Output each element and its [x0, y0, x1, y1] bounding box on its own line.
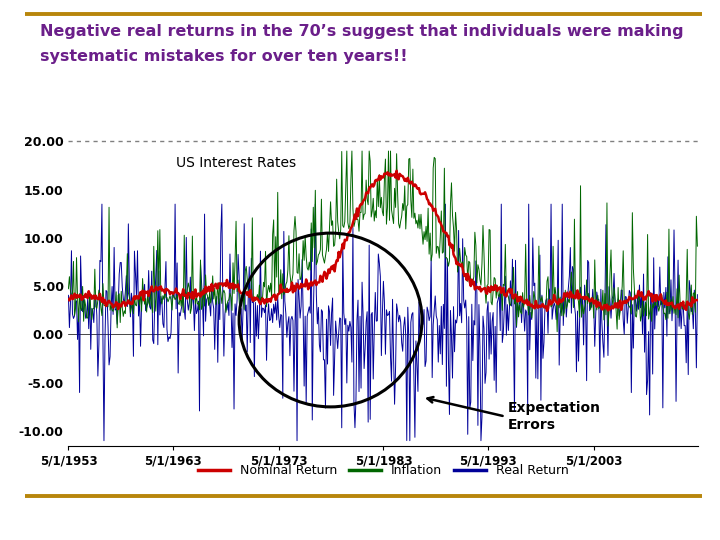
- Real Return: [595, 296, 603, 303]
- Inflation: [153, 227, 162, 234]
- Real Return: [99, 437, 108, 444]
- Inflation: [64, 286, 73, 292]
- Nominal Return: [64, 296, 73, 302]
- Real Return: [299, 309, 307, 315]
- Inflation: [518, 289, 527, 296]
- Inflation: [343, 148, 351, 154]
- Legend: Nominal Return, Inflation, Real Return: Nominal Return, Inflation, Real Return: [194, 459, 573, 482]
- Nominal Return: [693, 297, 702, 303]
- Text: Expectation
Errors: Expectation Errors: [508, 401, 600, 431]
- Real Return: [519, 305, 528, 311]
- Inflation: [555, 305, 564, 311]
- Real Return: [693, 292, 702, 298]
- Line: Nominal Return: Nominal Return: [68, 171, 698, 311]
- Text: systematic mistakes for over ten years!!: systematic mistakes for over ten years!!: [40, 49, 408, 64]
- Nominal Return: [555, 296, 564, 302]
- Text: Negative real returns in the 70’s suggest that individuals were making: Negative real returns in the 70’s sugges…: [40, 24, 683, 39]
- Real Return: [64, 292, 73, 299]
- Nominal Return: [153, 287, 162, 293]
- Nominal Return: [392, 167, 401, 174]
- Text: US Interest Rates: US Interest Rates: [176, 156, 296, 170]
- Nominal Return: [595, 302, 603, 309]
- Real Return: [679, 300, 688, 307]
- Inflation: [553, 328, 562, 335]
- Real Return: [555, 362, 564, 368]
- Nominal Return: [297, 281, 305, 287]
- Nominal Return: [543, 308, 552, 314]
- Inflation: [693, 243, 702, 249]
- Nominal Return: [679, 299, 688, 305]
- Line: Real Return: Real Return: [68, 204, 698, 441]
- Nominal Return: [518, 299, 527, 305]
- Inflation: [297, 275, 305, 281]
- Line: Inflation: Inflation: [68, 151, 698, 332]
- Inflation: [595, 306, 603, 312]
- Real Return: [156, 312, 164, 318]
- Real Return: [98, 201, 107, 207]
- Inflation: [679, 305, 688, 312]
